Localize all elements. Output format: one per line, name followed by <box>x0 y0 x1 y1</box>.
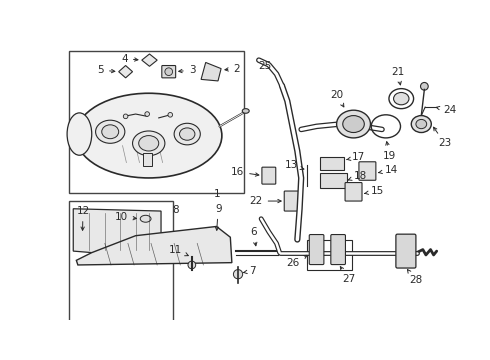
FancyBboxPatch shape <box>262 167 276 184</box>
Ellipse shape <box>132 131 165 156</box>
Ellipse shape <box>67 113 92 155</box>
Ellipse shape <box>393 93 409 105</box>
Text: 16: 16 <box>231 167 259 177</box>
Circle shape <box>123 114 128 119</box>
Text: 11: 11 <box>169 244 188 256</box>
Text: 9: 9 <box>215 204 221 230</box>
Polygon shape <box>320 157 343 170</box>
Text: 23: 23 <box>434 127 451 148</box>
Text: 15: 15 <box>365 186 384 196</box>
Text: 6: 6 <box>250 227 257 246</box>
Text: 25: 25 <box>259 61 272 71</box>
Text: 3: 3 <box>179 65 196 75</box>
Polygon shape <box>76 226 232 265</box>
Ellipse shape <box>96 120 125 143</box>
FancyBboxPatch shape <box>359 162 376 180</box>
Bar <box>69 51 244 193</box>
Ellipse shape <box>140 215 151 222</box>
Polygon shape <box>74 209 161 257</box>
Text: 14: 14 <box>379 165 397 175</box>
FancyBboxPatch shape <box>284 191 300 211</box>
Ellipse shape <box>343 116 365 132</box>
Circle shape <box>420 82 428 90</box>
Polygon shape <box>119 66 132 78</box>
Circle shape <box>188 261 196 269</box>
Text: 22: 22 <box>249 196 281 206</box>
Text: 24: 24 <box>436 105 456 115</box>
Ellipse shape <box>179 128 195 140</box>
Text: 7: 7 <box>243 266 255 276</box>
Text: 18: 18 <box>348 171 367 181</box>
Bar <box>307 239 352 270</box>
Ellipse shape <box>174 123 200 145</box>
Ellipse shape <box>102 125 119 139</box>
Polygon shape <box>201 62 221 81</box>
Text: 28: 28 <box>408 270 422 285</box>
Ellipse shape <box>242 109 249 113</box>
Text: 26: 26 <box>286 255 307 269</box>
Ellipse shape <box>411 116 431 132</box>
Text: 17: 17 <box>346 152 365 162</box>
Text: 10: 10 <box>115 212 136 222</box>
Text: 13: 13 <box>285 160 304 170</box>
Text: 12: 12 <box>76 206 90 230</box>
Text: 20: 20 <box>330 90 344 107</box>
FancyBboxPatch shape <box>345 183 362 201</box>
Text: 1: 1 <box>214 189 220 199</box>
FancyBboxPatch shape <box>331 235 345 265</box>
FancyBboxPatch shape <box>309 235 324 265</box>
FancyBboxPatch shape <box>162 66 175 78</box>
Ellipse shape <box>416 120 427 129</box>
Bar <box>143 153 152 166</box>
Text: 5: 5 <box>98 65 115 75</box>
FancyBboxPatch shape <box>396 234 416 268</box>
Circle shape <box>168 112 172 117</box>
Bar <box>69 201 172 360</box>
Polygon shape <box>142 54 157 66</box>
Ellipse shape <box>337 110 370 138</box>
Polygon shape <box>320 172 347 188</box>
Ellipse shape <box>139 136 159 151</box>
Text: 8: 8 <box>172 204 179 215</box>
Text: 21: 21 <box>391 67 404 85</box>
Text: 19: 19 <box>383 142 396 161</box>
Circle shape <box>165 68 172 76</box>
Text: 4: 4 <box>122 54 138 64</box>
Text: 27: 27 <box>341 267 355 284</box>
Ellipse shape <box>75 93 222 178</box>
Circle shape <box>145 112 149 116</box>
Text: 2: 2 <box>225 64 240 73</box>
Circle shape <box>233 270 243 279</box>
